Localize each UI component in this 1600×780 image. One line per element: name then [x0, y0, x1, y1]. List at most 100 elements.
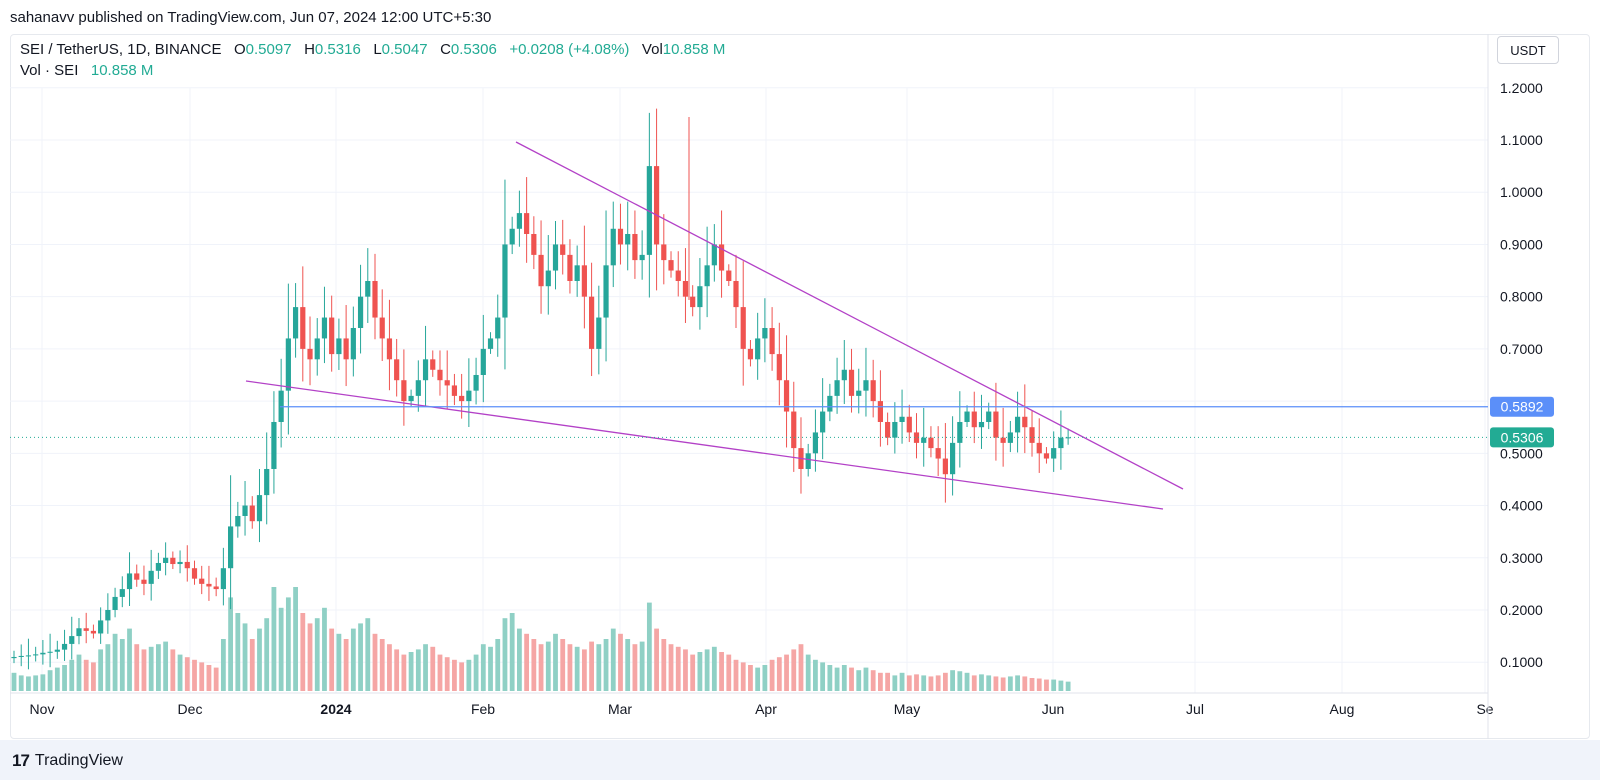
volume-bar — [177, 654, 183, 691]
candle — [98, 607, 104, 644]
volume-bar — [459, 662, 465, 691]
high-label: H — [304, 41, 315, 58]
volume-bar — [502, 618, 508, 691]
candle-body — [791, 411, 797, 449]
candle — [942, 423, 948, 503]
candle — [343, 305, 349, 387]
volume-bar — [98, 649, 104, 691]
x-tick-label: Feb — [471, 701, 495, 717]
candle — [617, 203, 624, 265]
candle — [885, 412, 891, 446]
volume-bar — [589, 641, 594, 691]
volume-bar — [83, 659, 89, 691]
volume-bar — [863, 667, 869, 691]
candle-body — [112, 596, 118, 610]
volume-bar — [343, 639, 349, 691]
candle-body — [863, 380, 869, 391]
volume-bar — [220, 639, 226, 691]
candle-body — [206, 583, 212, 587]
candle — [856, 368, 862, 414]
currency-button[interactable]: USDT — [1497, 36, 1559, 64]
volume-bar — [704, 649, 710, 691]
candle — [422, 325, 429, 407]
candle-body — [935, 448, 941, 459]
candle-body — [711, 244, 717, 266]
candle — [25, 638, 32, 670]
candle-body — [422, 359, 429, 381]
candle — [625, 201, 631, 271]
candle-body — [242, 505, 248, 516]
candle — [61, 629, 68, 661]
candle-body — [913, 432, 920, 443]
volume-series-label[interactable]: Vol · SEI — [20, 62, 79, 79]
candle — [820, 378, 826, 460]
volume-bar — [719, 652, 724, 691]
volume-bar — [762, 665, 768, 691]
horizontal-line-price-tag-text: 0.5892 — [1501, 399, 1544, 415]
symbol-label[interactable]: SEI / TetherUS, 1D, BINANCE — [20, 41, 222, 58]
volume-bar — [711, 646, 717, 691]
candle-body — [841, 369, 847, 381]
candle — [661, 214, 667, 285]
volume-bar — [545, 641, 551, 691]
candle-body — [639, 254, 645, 261]
candle — [733, 254, 739, 328]
candle-body — [372, 280, 378, 318]
candle-body — [1000, 437, 1006, 443]
x-tick-label: Aug — [1330, 701, 1355, 717]
volume-bar — [618, 633, 623, 691]
candle — [357, 264, 364, 354]
y-tick-label: 0.3000 — [1500, 550, 1543, 566]
candle-body — [1022, 416, 1028, 428]
candle — [444, 350, 450, 410]
volume-bar — [278, 607, 284, 691]
volume-bar — [365, 618, 371, 691]
volume-bar — [379, 639, 385, 691]
y-tick-label: 0.8000 — [1500, 289, 1543, 305]
candle — [841, 340, 847, 405]
candle — [177, 550, 183, 574]
candle-body — [350, 327, 356, 360]
candle — [350, 306, 356, 377]
volume-bar — [249, 639, 255, 691]
candle-body — [480, 348, 486, 375]
candle-body — [1029, 427, 1035, 443]
volume-bar — [675, 646, 681, 691]
candle — [314, 318, 320, 376]
candle-body — [625, 233, 631, 245]
candle-body — [300, 307, 306, 349]
candle — [278, 358, 284, 448]
open-value: 0.5097 — [245, 41, 292, 58]
candle — [126, 552, 133, 607]
volume-bar — [127, 628, 132, 691]
volume-bar — [257, 628, 262, 691]
candle — [285, 283, 291, 435]
volume-bar — [964, 672, 970, 691]
candle-body — [415, 380, 421, 396]
horizontal-line-price-tag-bg — [1490, 396, 1554, 417]
candle — [711, 224, 717, 282]
volume-bar — [1065, 681, 1071, 691]
candle-body — [321, 317, 328, 339]
candle-series — [11, 108, 1071, 670]
candle — [545, 235, 551, 315]
candle — [394, 338, 400, 397]
tradingview-brand[interactable]: 17 TradingView — [12, 751, 123, 771]
candle — [1029, 409, 1035, 457]
candle — [69, 616, 75, 660]
volume-bar — [473, 654, 479, 691]
close-label: C — [440, 41, 451, 58]
candle-body — [495, 317, 501, 339]
candle-body — [25, 655, 32, 657]
candle — [437, 350, 443, 396]
candle — [329, 295, 335, 372]
candle-body — [119, 589, 125, 597]
close-value: 0.5306 — [450, 41, 497, 58]
volume-bar — [119, 639, 125, 691]
volume-bar — [805, 654, 811, 691]
candle-body — [33, 654, 39, 656]
volume-bar — [134, 644, 140, 691]
candle-body — [906, 416, 912, 433]
y-tick-label: 0.2000 — [1500, 602, 1543, 618]
